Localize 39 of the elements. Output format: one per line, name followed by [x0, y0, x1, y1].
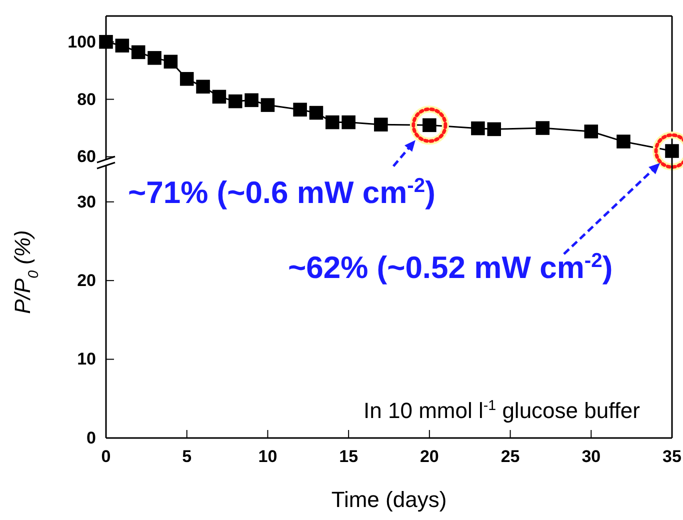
point	[342, 115, 356, 130]
x-tick-label: 35	[662, 447, 682, 466]
point	[115, 38, 130, 52]
annotation: In 10 mmol l$^{-1}$ glucose buffer	[364, 398, 640, 423]
x-tick-label: 30	[582, 447, 601, 466]
point	[326, 115, 340, 130]
x-tick-label: 15	[339, 447, 358, 466]
point	[164, 54, 178, 69]
point	[180, 72, 194, 86]
point	[244, 93, 258, 108]
annotation: ~62% (~0.52 mW cm$^{-2}$)	[288, 250, 613, 285]
point	[584, 124, 598, 138]
x-tick-label: 10	[258, 447, 278, 466]
point	[196, 80, 210, 94]
x-tick-label: 25	[500, 447, 520, 466]
point	[471, 121, 485, 136]
x-axis-title: Time (days)	[331, 487, 447, 512]
y-tick-label: 60	[77, 147, 96, 166]
annotation: ~71% (~0.6 mW cm$^{-2}$)	[128, 175, 436, 210]
y-tick-label: 80	[77, 90, 96, 109]
point	[616, 134, 630, 148]
x-tick-label: 5	[182, 447, 192, 466]
y-tick-label: 0	[86, 428, 96, 448]
point	[212, 90, 226, 104]
point	[131, 45, 146, 60]
point	[148, 51, 162, 65]
y-tick-label: 30	[77, 192, 96, 212]
point	[309, 106, 324, 120]
point	[260, 98, 275, 112]
point	[487, 122, 502, 136]
x-tick-label: 0	[101, 447, 111, 466]
y-tick-label: 10	[77, 350, 96, 369]
point	[293, 102, 307, 117]
point	[374, 118, 388, 132]
x-tick-label: 20	[420, 447, 439, 466]
point	[536, 121, 550, 135]
y-tick-label: 100	[68, 32, 96, 52]
point	[228, 94, 242, 108]
y-tick-label: 20	[77, 271, 96, 290]
